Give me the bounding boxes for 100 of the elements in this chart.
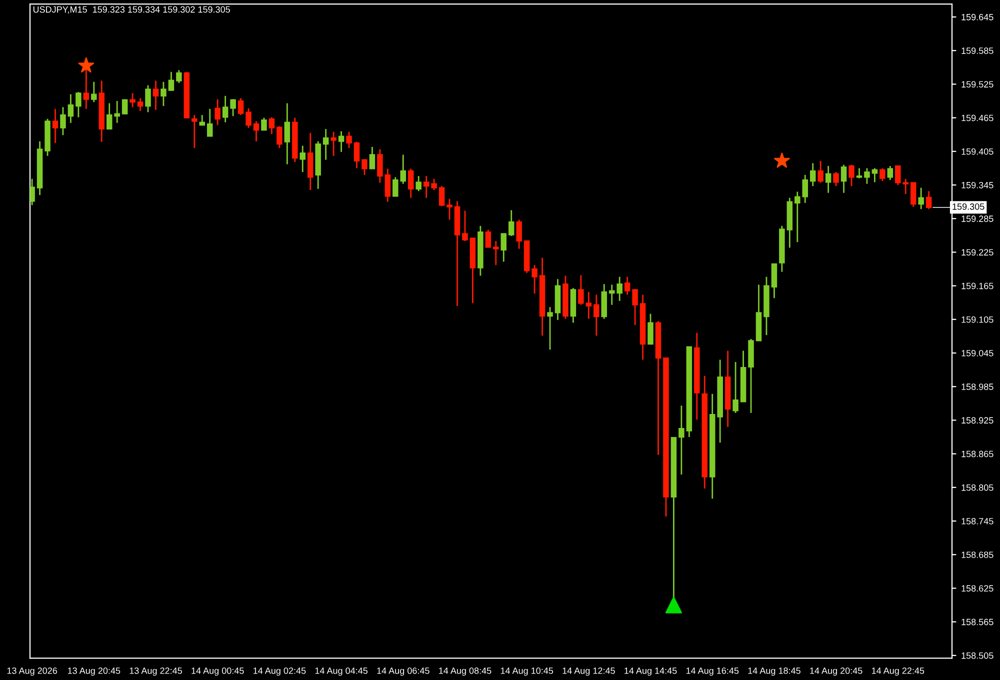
candlestick	[678, 404, 684, 476]
candlestick	[168, 71, 174, 92]
candlestick	[206, 108, 213, 137]
x-tick-label: 13 Aug 22:45	[130, 668, 182, 676]
candlestick	[330, 131, 336, 157]
y-tick-label: 159.525	[962, 81, 994, 88]
candlestick	[384, 168, 391, 202]
candlestick	[516, 219, 522, 250]
candlestick	[338, 130, 344, 153]
y-tick-label: 158.985	[962, 384, 994, 390]
candlestick	[145, 84, 151, 113]
candlestick	[130, 92, 136, 108]
candlestick	[246, 108, 252, 129]
candlestick	[446, 198, 452, 220]
candlestick	[910, 182, 916, 208]
candlestick	[230, 98, 236, 117]
x-tick-label: 13 Aug 2026	[7, 668, 58, 676]
candlestick	[160, 81, 166, 107]
candlestick	[500, 233, 506, 262]
candlestick	[392, 176, 398, 197]
candlestick	[238, 97, 244, 116]
candlestick	[493, 240, 499, 266]
candlestick	[416, 175, 422, 192]
y-tick-label: 158.625	[962, 585, 994, 592]
y-tick-label: 159.405	[962, 148, 994, 155]
candlestick	[52, 108, 58, 144]
point	[774, 152, 790, 168]
candlestick	[594, 294, 600, 336]
x-tick-label: 14 Aug 18:45	[748, 668, 800, 676]
candlestick	[578, 274, 584, 306]
candlestick	[485, 229, 492, 248]
candlestick	[926, 190, 932, 210]
candlestick	[408, 168, 414, 199]
candlestick	[624, 276, 630, 296]
candlestick	[840, 164, 847, 194]
x-tick-label: 14 Aug 22:45	[872, 668, 924, 676]
y-tick-label: 158.925	[962, 417, 994, 424]
candlestick	[76, 91, 82, 118]
x-tick-label: 14 Aug 00:45	[192, 668, 244, 676]
candlestick	[608, 284, 615, 306]
y-tick-label: 158.505	[962, 652, 994, 659]
candlestick	[508, 209, 514, 237]
y-tick-label: 159.105	[962, 316, 994, 323]
x-tick-label: 14 Aug 10:45	[500, 668, 554, 676]
candlestick	[176, 69, 182, 84]
y-tick-label: 159.585	[962, 48, 994, 54]
candlestick	[864, 167, 870, 185]
y-tick-label: 158.685	[962, 552, 994, 558]
y-tick-label: 158.565	[962, 618, 994, 626]
candlestick	[214, 98, 220, 126]
candlestick	[810, 162, 816, 187]
candlestick	[732, 361, 738, 414]
y-tick-label: 159.045	[962, 350, 994, 356]
x-tick-label: 14 Aug 04:45	[315, 668, 368, 676]
y-tick-label: 158.805	[962, 484, 994, 491]
x-tick-label: 14 Aug 02:45	[254, 668, 306, 676]
candlestick	[199, 114, 206, 126]
x-tick-label: 14 Aug 16:45	[686, 668, 739, 676]
candlestick	[276, 125, 282, 149]
point	[665, 596, 682, 614]
candlestick	[253, 120, 260, 142]
candlestick	[152, 80, 159, 111]
candlestick	[833, 171, 839, 187]
candlestick	[284, 102, 290, 165]
y-tick-label: 159.225	[962, 249, 994, 256]
y-tick-label: 159.285	[962, 216, 994, 222]
candlestick	[68, 94, 74, 124]
x-tick-label: 14 Aug 06:45	[377, 668, 430, 676]
candlestick	[532, 264, 538, 294]
candlestick	[222, 95, 228, 123]
x-tick-label: 14 Aug 20:45	[810, 668, 862, 676]
candlestick	[122, 98, 128, 115]
candlestick	[30, 178, 35, 206]
candlestick	[616, 276, 622, 302]
candlestick	[547, 306, 553, 350]
candlestick	[438, 185, 445, 207]
y-tick-label: 159.165	[962, 282, 994, 290]
candlestick	[880, 167, 886, 182]
point	[78, 57, 94, 73]
candlestick	[114, 100, 120, 124]
x-tick-label: 14 Aug 12:45	[562, 668, 615, 676]
candlestick	[60, 106, 66, 136]
candlestick	[648, 313, 654, 345]
candlestick	[83, 67, 90, 110]
candlestick	[423, 175, 430, 199]
candlestick	[300, 145, 306, 173]
candlestick	[887, 165, 894, 181]
candlestick	[632, 289, 638, 326]
y-tick-label: 158.865	[962, 450, 994, 458]
y-tick-label: 159.465	[962, 114, 994, 122]
candlestick	[362, 158, 368, 176]
y-tick-label: 159.345	[962, 182, 994, 188]
candlestick	[369, 146, 376, 170]
x-tick-label: 14 Aug 08:45	[439, 668, 492, 676]
x-tick-label: 14 Aug 14:45	[624, 668, 677, 676]
candlestick	[91, 81, 97, 103]
candlestick	[771, 263, 778, 299]
candlestick	[268, 116, 275, 135]
candlestick	[192, 114, 198, 149]
candlestick	[918, 187, 924, 210]
